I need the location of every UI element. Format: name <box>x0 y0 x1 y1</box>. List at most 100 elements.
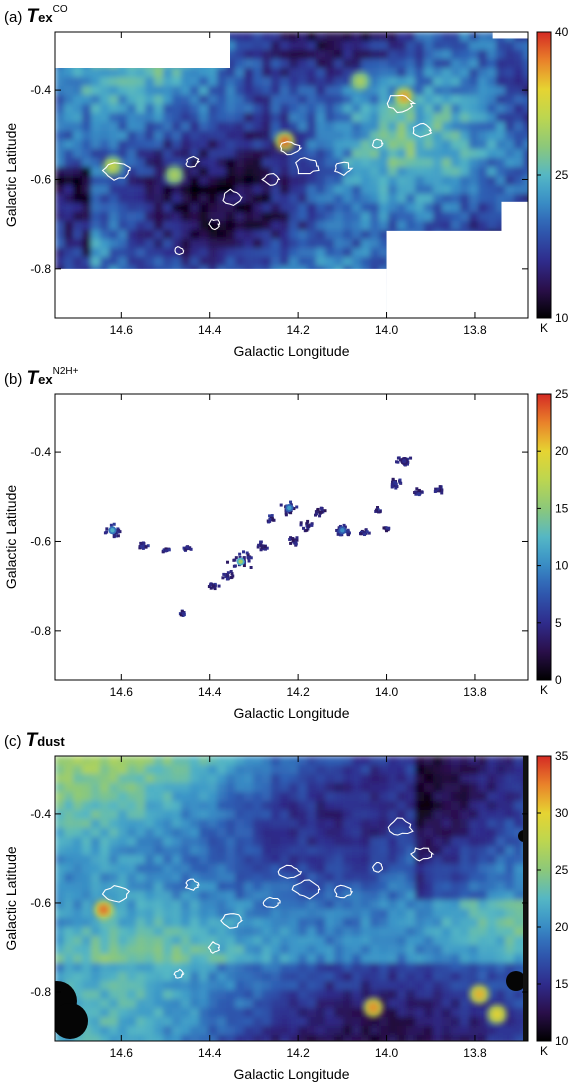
no-data-mask <box>501 201 528 318</box>
clump-pixel <box>230 575 234 579</box>
hotspot <box>399 91 410 102</box>
colorbar-tick-label: 10 <box>555 1034 569 1048</box>
contour-line <box>184 878 200 891</box>
clump-pixel <box>263 547 267 551</box>
clump-pixel <box>395 485 399 489</box>
clump-pixel <box>265 546 269 550</box>
clump-pixel <box>378 510 382 514</box>
x-tick-label: 14.0 <box>375 323 399 337</box>
clump-pixel <box>268 519 272 523</box>
clump-pixel <box>115 528 119 532</box>
clump-pixel <box>112 522 116 526</box>
panel-c-tdust: (c) Tdust 14.6 14.4 14.2 14.0 13.8 -0.4 -0.6 -0… <box>0 724 572 1085</box>
clump-pixel <box>221 576 225 580</box>
panel-a-subscript: ex <box>38 10 53 25</box>
clump-pixel <box>377 510 381 514</box>
clump-pixel <box>387 526 391 530</box>
clump-pixel <box>417 490 421 494</box>
panel-a-tex-co: (a) TexCO 14.6 14.4 14.2 14.0 13.8 -0.4 -0.6 -0… <box>0 0 572 362</box>
clump-pixel <box>225 573 229 577</box>
clump-pixel <box>144 545 148 549</box>
clump-pixel <box>141 546 145 550</box>
clump-pixel <box>233 564 237 568</box>
clump-pixel <box>226 571 230 575</box>
y-tick-label: -0.8 <box>30 985 51 999</box>
clump-pixel <box>299 521 303 525</box>
contour-line <box>412 122 433 138</box>
clump-pixel <box>310 523 314 527</box>
clump-pixel <box>318 510 322 514</box>
colorbar-unit: K <box>540 321 548 335</box>
clump-pixel <box>342 523 346 527</box>
contour-line <box>295 157 320 175</box>
hotspot <box>279 136 290 147</box>
clump-pixel <box>105 530 109 534</box>
contour-line <box>222 188 243 207</box>
panel-a-symbol: T <box>26 6 39 27</box>
clump-pixel <box>288 537 292 541</box>
clump-pixel <box>226 560 230 564</box>
clump-pixel <box>247 559 251 563</box>
y-tick-label: -0.4 <box>30 83 51 97</box>
clump-pixel <box>284 511 288 515</box>
y-tick-label: -0.4 <box>30 807 51 821</box>
clump-pixel <box>259 548 263 552</box>
contour-line <box>101 162 131 181</box>
clump-pixel <box>246 555 250 559</box>
clump-pixel <box>346 532 350 536</box>
clump-pixel <box>417 488 421 492</box>
clump-pixel <box>314 513 318 517</box>
clump-pixel <box>390 483 394 487</box>
hotspot <box>474 989 485 1000</box>
clump-pixel <box>294 542 298 546</box>
clump-pixel <box>285 509 289 513</box>
clump-pixel <box>229 569 233 573</box>
clump-pixel <box>188 546 192 550</box>
panel-a-title: (a) TexCO <box>4 4 68 28</box>
y-tick-label: -0.8 <box>30 262 51 276</box>
hotspot <box>98 904 109 915</box>
clump-pixel <box>436 487 440 491</box>
clump-pixel <box>234 556 238 560</box>
clump-pixel <box>242 556 246 560</box>
clump-pixel <box>359 532 363 536</box>
clump-pixel <box>382 526 386 530</box>
clump-pixel <box>409 456 413 460</box>
x-tick-label: 14.4 <box>198 1046 222 1060</box>
clump-pixel <box>263 545 267 549</box>
x-tick-label: 14.2 <box>286 323 310 337</box>
y-tick-label: -0.6 <box>30 534 51 548</box>
contour-line <box>220 913 244 929</box>
x-tick-label: 14.0 <box>375 1046 399 1060</box>
clump-pixel <box>139 541 143 545</box>
clump-pixel <box>270 514 274 518</box>
clump-pixel <box>268 514 272 518</box>
clump-pixel <box>398 478 402 482</box>
clump-pixel <box>238 556 242 560</box>
panel-b-subscript: ex <box>38 372 53 387</box>
x-tick-label: 14.4 <box>198 323 222 337</box>
clump-pixel <box>415 492 419 496</box>
clump-pixel <box>314 510 318 514</box>
y-axis-title: Galactic Latitude <box>3 485 19 589</box>
clump-pixel <box>243 561 247 565</box>
clump-pixel <box>289 511 293 515</box>
clump-pixel <box>295 505 299 509</box>
clump-pixel <box>293 538 297 542</box>
clump-pixel <box>141 541 145 545</box>
x-axis-title: Galactic Longitude <box>234 1066 350 1082</box>
panel-b-superscript: N2H+ <box>52 366 79 377</box>
clump-pixel <box>181 612 185 616</box>
contour-line <box>173 968 185 979</box>
clump-pixel <box>225 577 229 581</box>
contour-line <box>262 896 281 909</box>
plot-frame <box>54 31 529 319</box>
clump-pixel <box>245 551 249 555</box>
x-tick-label: 13.8 <box>463 685 487 699</box>
map-image <box>103 456 444 617</box>
panel-c-chart: 14.6 14.4 14.2 14.0 13.8 -0.4 -0.6 -0.8 Galactic… <box>3 749 569 1082</box>
clump-pixel <box>295 538 299 542</box>
plot-frame <box>54 393 529 681</box>
clump-pixel <box>167 548 171 552</box>
clump-pixel <box>138 545 142 549</box>
